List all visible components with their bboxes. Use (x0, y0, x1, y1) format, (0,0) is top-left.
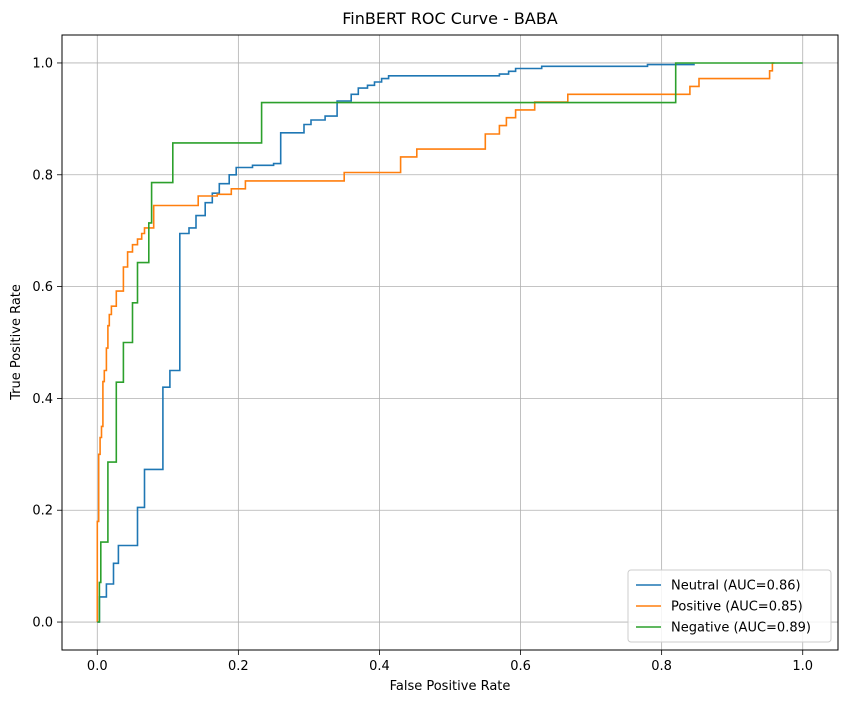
axis-ticks: 0.0 0.2 0.4 0.6 0.8 1.0 0.0 0.2 0.4 0.6 0.8 1.0 (32, 56, 813, 674)
series-line-1 (96, 62, 775, 622)
legend: Neutral (AUC=0.86) Positive (AUC=0.85) Neg… (627, 569, 832, 643)
series-line-2 (97, 62, 803, 623)
x-tick-label: 0.4 (369, 659, 390, 674)
legend-label: Neutral (AUC=0.86) (671, 579, 801, 594)
series-line-0 (97, 63, 695, 623)
y-tick-label: 1.0 (32, 56, 53, 71)
chart-title: FinBERT ROC Curve - BABA (342, 9, 558, 28)
legend-box (627, 569, 832, 643)
x-tick-label: 0.6 (510, 659, 531, 674)
x-tick-label: 1.0 (792, 659, 813, 674)
y-tick-label: 0.0 (32, 616, 53, 631)
x-axis-label: False Positive Rate (390, 679, 511, 694)
plot-frame (61, 34, 839, 651)
x-tick-label: 0.8 (651, 659, 672, 674)
y-tick-label: 0.8 (32, 168, 53, 183)
x-tick-label: 0.2 (228, 659, 249, 674)
y-tick-label: 0.4 (32, 392, 53, 407)
grid-lines (62, 35, 838, 650)
y-tick-label: 0.6 (32, 280, 53, 295)
legend-label: Positive (AUC=0.85) (671, 600, 803, 615)
x-tick-label: 0.0 (87, 659, 108, 674)
y-axis-label: True Positive Rate (9, 284, 24, 401)
y-tick-label: 0.2 (32, 504, 53, 519)
legend-label: Negative (AUC=0.89) (671, 621, 811, 636)
series-lines (96, 62, 803, 623)
